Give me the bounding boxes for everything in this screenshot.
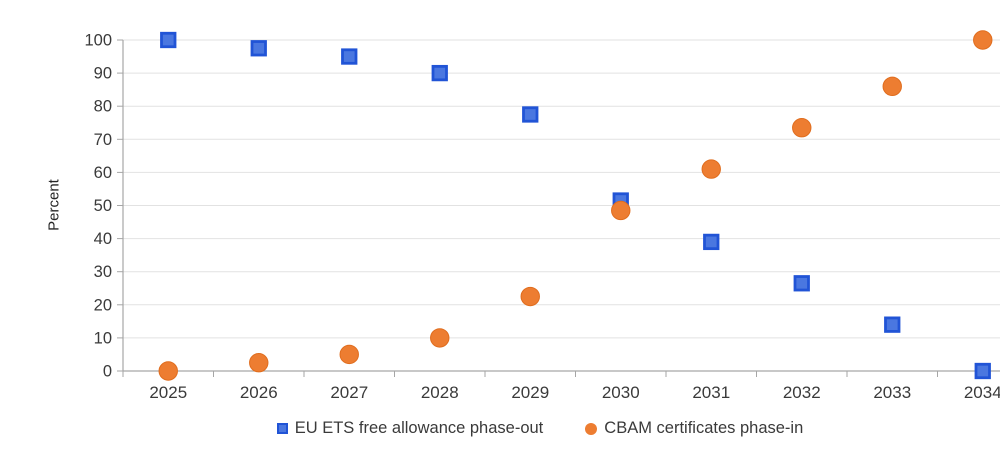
series-0-markers bbox=[160, 31, 991, 380]
orange-circle-legend-icon bbox=[585, 422, 598, 435]
y-tick-label: 20 bbox=[94, 296, 112, 314]
x-axis-ticks: 2025 2026 2027 2028 2029 2030 2031 2032 2033 2034 bbox=[122, 371, 1000, 402]
y-axis-title: Percent bbox=[45, 179, 63, 231]
y-tick-label: 80 bbox=[94, 98, 112, 116]
x-tick-label: 2025 bbox=[149, 383, 187, 402]
x-tick-label: 2029 bbox=[511, 383, 549, 402]
x-tick-label: 2034 bbox=[964, 383, 1000, 402]
y-tick-label: 100 bbox=[84, 32, 112, 50]
data-point-square bbox=[250, 40, 267, 57]
blue-square-legend-icon bbox=[276, 423, 288, 434]
data-point-square bbox=[522, 106, 539, 123]
y-axis-ticks: 0 10 20 30 40 50 60 70 80 90 100 bbox=[84, 32, 123, 381]
data-point-circle bbox=[158, 361, 178, 381]
x-tick-label: 2030 bbox=[602, 383, 640, 402]
y-tick-label: 10 bbox=[94, 329, 112, 347]
legend-item-cbam: CBAM certificates phase-in bbox=[585, 419, 803, 438]
data-point-circle bbox=[520, 286, 540, 307]
y-tick-label: 30 bbox=[94, 263, 112, 281]
data-point-square bbox=[884, 316, 901, 333]
chart-legend: EU ETS free allowance phase-out CBAM cer… bbox=[40, 419, 1000, 438]
data-point-circle bbox=[339, 344, 359, 365]
x-tick-label: 2027 bbox=[330, 383, 368, 402]
data-point-circle bbox=[430, 328, 450, 348]
series-1-markers bbox=[158, 30, 993, 381]
y-tick-label: 50 bbox=[94, 197, 112, 215]
data-point-circle bbox=[701, 159, 721, 179]
x-tick-label: 2032 bbox=[783, 383, 821, 402]
y-tick-label: 60 bbox=[94, 164, 112, 182]
cbam-ets-phase-chart: 0 10 20 30 40 50 60 70 80 90 100 2025 2026 2027 2028 20… bbox=[40, 16, 1000, 455]
x-tick-label: 2031 bbox=[692, 383, 730, 402]
x-tick-label: 2026 bbox=[240, 383, 278, 402]
y-tick-label: 70 bbox=[94, 131, 112, 149]
data-point-circle bbox=[249, 353, 269, 373]
data-point-square bbox=[793, 275, 810, 292]
data-point-square bbox=[341, 48, 358, 65]
data-point-circle bbox=[611, 200, 631, 221]
data-point-square bbox=[431, 64, 448, 82]
x-tick-label: 2028 bbox=[421, 383, 459, 402]
data-point-square bbox=[160, 31, 177, 49]
y-tick-label: 0 bbox=[103, 363, 112, 381]
legend-label-eu-ets: EU ETS free allowance phase-out bbox=[294, 419, 544, 437]
data-point-square bbox=[974, 362, 991, 380]
data-point-circle bbox=[882, 76, 902, 97]
data-point-square bbox=[703, 233, 720, 251]
y-tick-label: 40 bbox=[94, 230, 112, 248]
data-point-circle bbox=[973, 30, 993, 50]
y-tick-label: 90 bbox=[94, 65, 112, 83]
legend-label-cbam: CBAM certificates phase-in bbox=[604, 419, 804, 437]
legend-item-eu-ets: EU ETS free allowance phase-out bbox=[276, 419, 544, 438]
gridlines bbox=[123, 39, 1000, 339]
data-point-circle bbox=[792, 118, 812, 138]
x-tick-label: 2033 bbox=[873, 383, 911, 402]
